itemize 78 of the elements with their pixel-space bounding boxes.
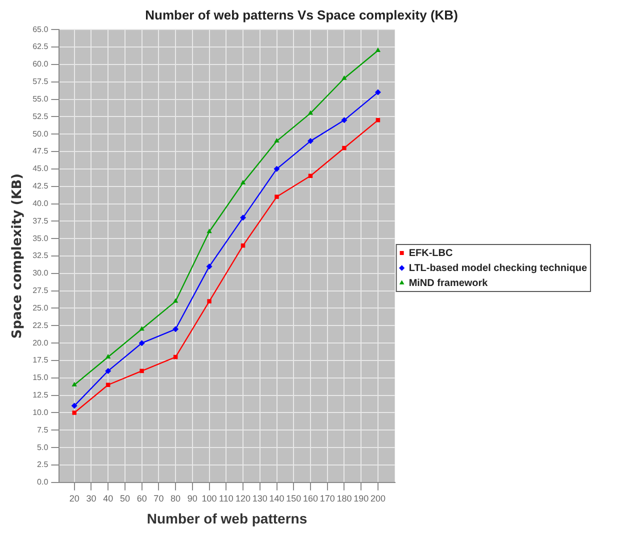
x-tick-label: 70 bbox=[154, 493, 164, 504]
y-tick-label: 65.0 bbox=[32, 24, 49, 34]
point bbox=[172, 298, 178, 303]
x-tick-label: 170 bbox=[320, 493, 335, 504]
point bbox=[274, 194, 279, 199]
point bbox=[206, 263, 212, 270]
point bbox=[72, 410, 76, 415]
y-tick-label: 62.5 bbox=[32, 42, 49, 52]
x-tick-label: 60 bbox=[136, 493, 147, 504]
y-tick-label: 45.0 bbox=[32, 164, 49, 174]
y-tick-label: 60.0 bbox=[32, 60, 49, 69]
point bbox=[376, 118, 380, 122]
y-tick-label: 47.5 bbox=[32, 146, 49, 156]
y-tick-label: 35.0 bbox=[32, 234, 49, 243]
x-tick-label: 150 bbox=[286, 493, 302, 504]
legend-label: EFK-LBC bbox=[408, 248, 453, 259]
point bbox=[172, 326, 179, 332]
y-tick-label: 32.5 bbox=[32, 251, 49, 260]
y-tick-label: 37.5 bbox=[32, 216, 49, 226]
y-tick-label: 17.5 bbox=[32, 356, 49, 365]
y-tick-label: 20.0 bbox=[32, 338, 49, 348]
x-tick-label: 140 bbox=[269, 493, 284, 504]
point bbox=[308, 110, 314, 115]
x-tick-label: 190 bbox=[354, 493, 369, 504]
x-tick-label: 120 bbox=[236, 493, 251, 504]
point bbox=[207, 299, 212, 304]
legend-label: LTL-based model checking technique bbox=[408, 262, 588, 274]
x-tick-label: 100 bbox=[202, 493, 217, 504]
y-tick-label: 42.5 bbox=[32, 182, 49, 191]
point bbox=[342, 146, 346, 150]
y-tick-label: 10.0 bbox=[32, 408, 49, 417]
y-tick-label: 5.0 bbox=[37, 442, 49, 452]
y-tick-label: 57.5 bbox=[32, 77, 49, 86]
point bbox=[375, 48, 381, 52]
x-tick-label: 90 bbox=[187, 493, 198, 504]
y-tick-label: 50.0 bbox=[32, 129, 49, 138]
y-tick-label: 7.5 bbox=[37, 425, 49, 434]
point bbox=[274, 138, 280, 143]
y-tick-label: 15.0 bbox=[32, 373, 49, 382]
chart-title: Number of web patterns Vs Space complexity (KB) bbox=[145, 7, 458, 22]
point bbox=[307, 138, 314, 144]
y-tick-label: 55.0 bbox=[32, 94, 49, 104]
point bbox=[240, 214, 246, 221]
y-tick-label: 40.0 bbox=[32, 198, 49, 208]
y-tick-label: 12.5 bbox=[32, 390, 49, 400]
x-tick-label: 80 bbox=[170, 493, 181, 504]
x-tick-label: 130 bbox=[252, 493, 268, 504]
y-tick-label: 52.5 bbox=[32, 112, 49, 121]
y-tick-label: 2.5 bbox=[37, 460, 49, 470]
y-tick-label: 25.0 bbox=[32, 303, 49, 312]
y-axis-title: Space complexity (KB) bbox=[10, 173, 26, 339]
x-tick-label: 200 bbox=[370, 493, 386, 504]
x-tick-label: 180 bbox=[336, 493, 352, 504]
x-tick-label: 20 bbox=[69, 493, 80, 504]
point bbox=[72, 382, 77, 386]
y-tick-label: 27.5 bbox=[32, 286, 49, 296]
point bbox=[139, 326, 144, 331]
y-tick-label: 22.5 bbox=[32, 320, 49, 330]
x-tick-label: 40 bbox=[103, 493, 114, 504]
point bbox=[341, 117, 348, 124]
y-tick-label: 0.0 bbox=[37, 478, 49, 487]
point bbox=[71, 402, 78, 409]
x-tick-label: 30 bbox=[86, 493, 96, 504]
point bbox=[140, 368, 144, 374]
y-tick-label: 30.0 bbox=[32, 268, 49, 278]
point bbox=[138, 340, 145, 346]
legend-label: MiND framework bbox=[408, 278, 488, 289]
point bbox=[374, 89, 381, 96]
point bbox=[240, 180, 246, 184]
x-tick-label: 160 bbox=[302, 493, 318, 504]
point bbox=[206, 228, 212, 234]
x-axis-title: Number of web patterns bbox=[146, 510, 308, 526]
point bbox=[342, 75, 347, 80]
x-tick-label: 50 bbox=[120, 493, 130, 504]
x-tick-label: 110 bbox=[218, 493, 234, 504]
point bbox=[105, 368, 112, 374]
point bbox=[274, 166, 280, 172]
point bbox=[105, 354, 111, 359]
